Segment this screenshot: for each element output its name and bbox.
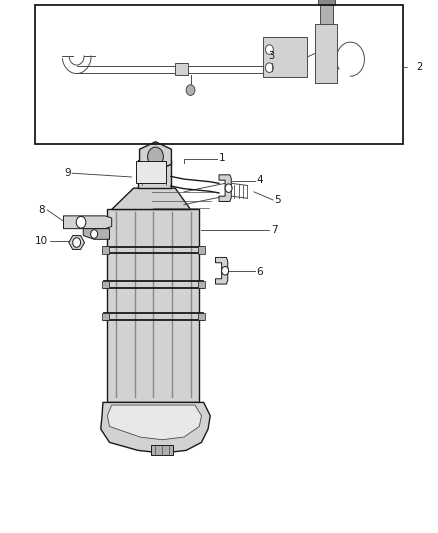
Bar [315,24,337,83]
Bar [35,5,403,144]
Circle shape [76,216,86,228]
Text: 5: 5 [274,196,280,205]
Text: 7: 7 [272,225,278,235]
Text: 1: 1 [219,153,226,163]
Circle shape [148,147,163,166]
Text: 8: 8 [38,205,45,215]
Bar [320,5,333,24]
Text: 10: 10 [35,236,48,246]
Polygon shape [107,405,201,440]
Polygon shape [140,142,171,172]
Bar [263,37,307,77]
Circle shape [225,184,232,192]
Circle shape [186,85,195,95]
Circle shape [265,63,273,72]
Bar [138,160,171,188]
Circle shape [222,266,229,275]
Polygon shape [112,188,191,209]
Polygon shape [219,175,231,201]
Bar [136,161,166,183]
Circle shape [73,238,81,247]
Bar [151,445,173,455]
Bar [175,63,188,75]
Bar [102,281,109,288]
Polygon shape [215,257,228,284]
Polygon shape [83,229,110,239]
Polygon shape [69,236,85,249]
Text: 2: 2 [416,62,422,71]
Bar [102,313,109,320]
Circle shape [91,230,98,238]
Text: 4: 4 [256,175,263,184]
Polygon shape [101,402,210,453]
Circle shape [265,45,273,54]
Bar [318,0,335,5]
Text: 3: 3 [268,51,275,61]
Bar [102,246,109,254]
Text: 9: 9 [64,168,71,178]
Bar [198,281,205,288]
Polygon shape [64,216,112,229]
Text: 6: 6 [256,267,263,277]
Bar [198,313,205,320]
Bar [107,209,199,402]
Bar [198,246,205,254]
